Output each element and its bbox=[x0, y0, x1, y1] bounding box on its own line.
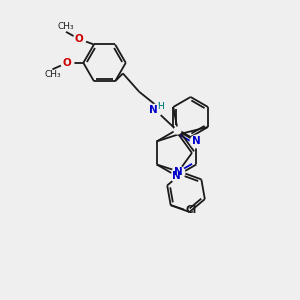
Text: N: N bbox=[192, 136, 201, 146]
Text: O: O bbox=[75, 34, 84, 44]
Text: N: N bbox=[172, 171, 181, 181]
Text: H: H bbox=[157, 102, 164, 111]
Text: H: H bbox=[157, 102, 164, 111]
Text: Cl: Cl bbox=[185, 206, 196, 215]
Text: N: N bbox=[174, 167, 183, 176]
Text: O: O bbox=[63, 58, 71, 68]
Text: O: O bbox=[75, 34, 84, 44]
Text: CH₃: CH₃ bbox=[58, 22, 74, 31]
Text: N: N bbox=[192, 136, 201, 146]
Text: N: N bbox=[192, 136, 201, 146]
Text: N: N bbox=[149, 105, 158, 115]
Text: N: N bbox=[172, 171, 181, 181]
Text: N: N bbox=[149, 105, 158, 115]
Text: CH₃: CH₃ bbox=[44, 70, 61, 79]
Text: N: N bbox=[174, 167, 183, 176]
Text: N: N bbox=[172, 171, 181, 181]
Text: N: N bbox=[174, 167, 183, 176]
Text: O: O bbox=[63, 58, 71, 68]
